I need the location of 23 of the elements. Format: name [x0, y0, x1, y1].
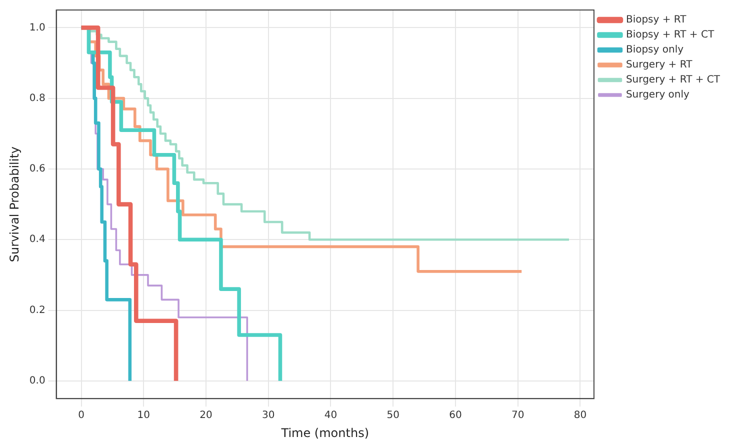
x-tick-label: 20 [200, 410, 212, 422]
y-tick-label: 0.2 [29, 304, 46, 316]
legend-label: Surgery + RT + CT [626, 74, 721, 86]
x-tick-label: 50 [386, 410, 400, 422]
x-tick-label: 0 [78, 410, 84, 422]
y-tick-label: 1.0 [29, 22, 46, 34]
legend-label: Biopsy only [626, 44, 684, 56]
x-tick-label: 70 [511, 410, 524, 422]
y-tick-label: 0.0 [29, 376, 46, 387]
legend-label: Biopsy + RT [626, 14, 688, 26]
legend-label: Biopsy + RT + CT [626, 30, 715, 41]
x-tick-label: 30 [262, 410, 275, 422]
legend-label: Surgery + RT [626, 60, 694, 71]
y-tick-label: 0.4 [29, 234, 46, 246]
legend-label: Surgery only [626, 90, 690, 101]
y-tick-label: 0.6 [29, 164, 46, 175]
x-tick-label: 40 [324, 410, 338, 422]
y-axis-title: Survival Probability [7, 146, 22, 262]
x-tick-label: 10 [137, 410, 150, 422]
x-axis-title: Time (months) [280, 426, 370, 440]
y-tick-label: 0.8 [29, 92, 46, 104]
x-tick-label: 60 [449, 410, 462, 422]
x-tick-label: 80 [574, 410, 587, 422]
